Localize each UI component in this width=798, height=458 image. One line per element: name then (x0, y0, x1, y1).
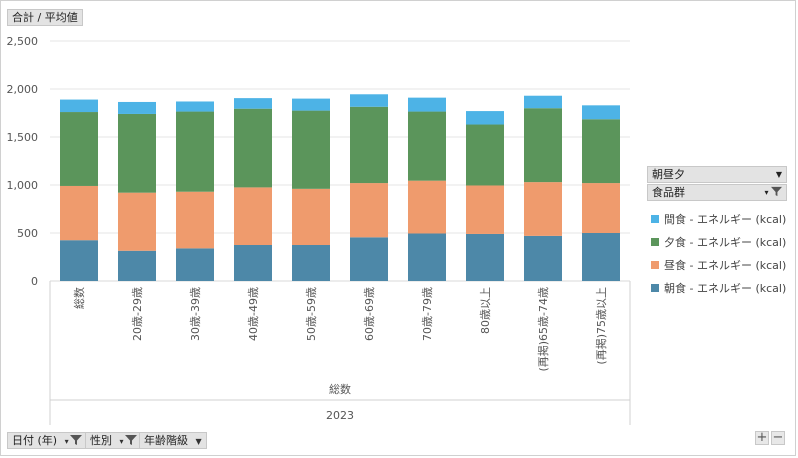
zoom-out-button[interactable]: − (771, 430, 785, 445)
legend-swatch-breakfast (651, 283, 659, 292)
legend-label-lunch: 昼食 - エネルギー (kcal) (664, 258, 787, 272)
bar-segment-3 (176, 111, 214, 192)
dropdown-arrow-icon: ▼ (775, 170, 782, 179)
bar-segment-3 (350, 106, 388, 184)
bar-segment-2 (118, 192, 156, 251)
bar-segment-2 (466, 185, 504, 234)
bar-segment-3 (524, 108, 562, 183)
legend-item-breakfast: 朝食 - エネルギー (kcal) (651, 276, 791, 299)
value-field-label: 合計 / 平均値 (12, 11, 78, 24)
y-tick-label: 1,000 (7, 179, 39, 192)
bar-segment-2 (582, 183, 620, 233)
x-tick-label: 30歳-39歳 (189, 287, 202, 341)
filter-icon: ▾ (764, 185, 782, 200)
x-tick-label: 総数 (72, 287, 86, 309)
bar-segment-4 (466, 111, 504, 125)
legend-item-dinner: 夕食 - エネルギー (kcal) (651, 230, 791, 253)
bar-segment-3 (582, 119, 620, 184)
bar-segment-3 (234, 108, 272, 188)
dropdown-arrow-icon: ▾ (64, 437, 69, 446)
legend-swatch-snack (651, 214, 659, 223)
x-tick-label: 60歳-69歳 (363, 287, 376, 341)
bar-segment-1 (524, 235, 562, 281)
bar-segment-2 (350, 183, 388, 238)
bar-segment-2 (176, 191, 214, 249)
bar-segment-4 (292, 98, 330, 111)
bar-segment-1 (350, 237, 388, 281)
legend-label-breakfast: 朝食 - エネルギー (kcal) (664, 281, 787, 295)
x-year-label: 2023 (326, 409, 354, 422)
filter-age-label: 年齢階級 (144, 434, 188, 447)
filter-gender-button[interactable]: 性別 ▾ (85, 432, 142, 449)
bar-segment-2 (292, 188, 330, 245)
legend: 間食 - エネルギー (kcal) 夕食 - エネルギー (kcal) 昼食 -… (651, 207, 791, 299)
value-field-button[interactable]: 合計 / 平均値 (7, 9, 83, 26)
x-tick-label: (再掲)65歳-74歳 (536, 287, 550, 372)
x-tick-label: 20歳-29歳 (131, 287, 144, 341)
bar-segment-1 (582, 233, 620, 281)
bar-segment-1 (176, 248, 214, 281)
dropdown-arrow-icon: ▾ (119, 437, 124, 446)
bar-segment-4 (582, 105, 620, 120)
legend-swatch-dinner (651, 237, 659, 246)
bar-segment-3 (60, 112, 98, 186)
bar-segment-1 (234, 245, 272, 281)
x-tick-label: (再掲)75歳以上 (594, 287, 608, 365)
legend-header-meal[interactable]: 朝昼夕 ▼ (647, 166, 787, 183)
x-tick-label: 80歳以上 (479, 287, 492, 334)
legend-item-lunch: 昼食 - エネルギー (kcal) (651, 253, 791, 276)
bar-segment-2 (60, 185, 98, 241)
bar-segment-4 (60, 99, 98, 113)
bar-segment-3 (466, 124, 504, 186)
filter-icon (124, 435, 137, 445)
bar-segment-1 (118, 250, 156, 281)
y-tick-label: 1,500 (7, 131, 39, 144)
y-tick-label: 2,000 (7, 83, 39, 96)
dropdown-arrow-icon: ▼ (195, 437, 202, 446)
bar-segment-1 (408, 233, 446, 281)
bar-segment-4 (350, 94, 388, 107)
bar-segment-3 (408, 111, 446, 181)
bar-segment-4 (408, 97, 446, 112)
filter-date-label: 日付 (年) (12, 434, 58, 447)
legend-header-foodgroup[interactable]: 食品群 ▾ (647, 184, 787, 201)
y-tick-label: 0 (31, 275, 38, 288)
x-group-label: 総数 (329, 382, 351, 396)
bar-segment-4 (176, 101, 214, 112)
legend-header-foodgroup-label: 食品群 (652, 186, 685, 199)
bar-segment-4 (524, 95, 562, 109)
legend-header-meal-label: 朝昼夕 (652, 168, 685, 181)
bar-segment-3 (292, 110, 330, 189)
filter-date-button[interactable]: 日付 (年) ▾ (7, 432, 87, 449)
legend-swatch-lunch (651, 260, 659, 269)
legend-label-snack: 間食 - エネルギー (kcal) (664, 212, 787, 226)
x-tick-label: 70歳-79歳 (421, 287, 434, 341)
bar-segment-1 (292, 245, 330, 281)
legend-item-snack: 間食 - エネルギー (kcal) (651, 207, 791, 230)
filter-age-button[interactable]: 年齢階級 ▼ (139, 432, 207, 449)
legend-label-dinner: 夕食 - エネルギー (kcal) (664, 235, 787, 249)
bar-segment-2 (408, 180, 446, 234)
bar-segment-4 (118, 101, 156, 114)
x-tick-label: 40歳-49歳 (247, 287, 260, 341)
bar-segment-4 (234, 98, 272, 109)
bar-segment-1 (466, 233, 504, 281)
bar-segment-1 (60, 240, 98, 281)
y-tick-label: 2,500 (7, 35, 39, 48)
zoom-in-button[interactable]: + (755, 430, 769, 445)
filter-gender-label: 性別 (90, 434, 112, 447)
x-tick-label: 50歳-59歳 (305, 287, 318, 341)
y-tick-label: 500 (17, 227, 38, 240)
bar-segment-2 (234, 187, 272, 245)
filter-icon (69, 435, 82, 445)
bar-segment-3 (118, 113, 156, 193)
bar-segment-2 (524, 182, 562, 236)
